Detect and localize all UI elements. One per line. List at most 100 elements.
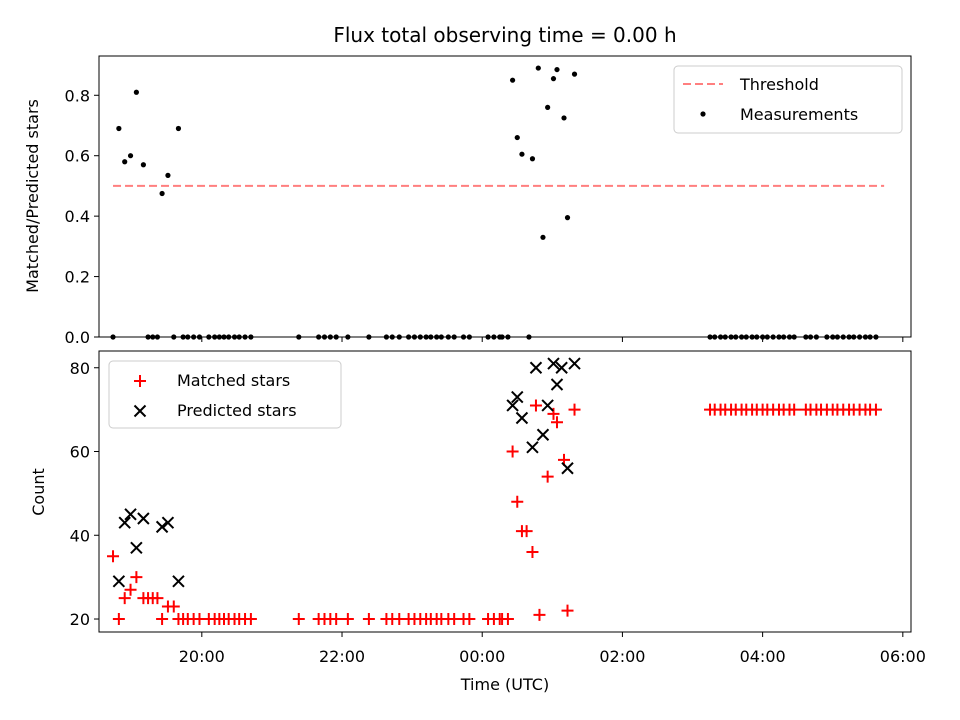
measurement-point	[159, 190, 165, 197]
bottom-legend-box	[108, 360, 342, 429]
bottom-legend: Matched stars Predicted stars	[108, 360, 342, 429]
predicted-point	[172, 575, 185, 588]
matched-point	[341, 613, 354, 626]
legend-matched-label: Matched stars	[177, 371, 290, 390]
top-ytick-label: 0.6	[65, 147, 90, 166]
matched-point	[533, 608, 546, 621]
legend-predicted-label: Predicted stars	[177, 401, 297, 420]
matched-point	[118, 592, 131, 605]
measurement-point	[122, 159, 128, 165]
top-ylabel: Matched/Predicted stars	[23, 99, 42, 293]
xtick-label: 06:00	[880, 647, 926, 666]
matched-point	[541, 470, 554, 483]
top-legend: Threshold Measurements	[673, 65, 903, 134]
top-ytick-label: 0.2	[65, 268, 90, 287]
top-ytick-label: 0.0	[65, 328, 90, 347]
matched-point	[156, 613, 169, 626]
measurement-point	[535, 65, 541, 71]
bottom-ylabel: Count	[29, 468, 48, 516]
matched-point	[869, 403, 882, 416]
measurement-point	[561, 115, 567, 121]
matched-point	[511, 495, 524, 508]
measurement-point	[116, 125, 122, 132]
top-ytick-label: 0.4	[65, 207, 90, 226]
legend-threshold-label: Threshold	[739, 75, 819, 94]
legend-measurements-label: Measurements	[740, 105, 858, 124]
predicted-point	[547, 357, 560, 370]
bottom-ytick-label: 80	[70, 359, 90, 378]
predicted-point	[118, 516, 131, 529]
predicted-point	[536, 428, 550, 441]
measurement-point	[564, 215, 571, 221]
matched-point	[124, 583, 137, 596]
xtick-label: 02:00	[599, 647, 645, 666]
matched-point	[526, 546, 539, 559]
top-legend-box	[673, 65, 903, 134]
measurement-point	[545, 104, 551, 110]
legend-measurements-swatch	[700, 111, 706, 117]
xtick-label: 00:00	[459, 647, 505, 666]
xlabel: Time (UTC)	[460, 675, 549, 694]
bottom-panel: 20 40 60 80 20:00 22:00 00:00 02:00 04:00 06:00 Ma…	[70, 350, 926, 666]
matched-point	[506, 445, 519, 458]
matched-point	[130, 571, 143, 584]
bottom-ytick-label: 60	[70, 443, 90, 462]
bottom-ytick-label: 20	[70, 610, 90, 629]
matched-point	[788, 403, 801, 416]
predicted-point	[155, 520, 169, 534]
predicted-point	[561, 462, 574, 475]
measurement-point	[550, 76, 557, 82]
legend-predicted-swatch	[133, 404, 147, 418]
matched-point	[561, 604, 574, 617]
matched-point	[330, 613, 343, 626]
predicted-point	[555, 361, 568, 374]
measurement-point	[519, 151, 525, 157]
figure-title: Flux total observing time = 0.00 h	[333, 23, 676, 47]
predicted-point	[568, 357, 581, 370]
top-panel: 0.0 0.2 0.4 0.6 0.8 Threshold Measurements	[65, 55, 912, 347]
matched-point	[112, 613, 125, 626]
measurement-point	[127, 153, 134, 159]
measurement-point	[175, 125, 182, 132]
xtick-label: 20:00	[179, 647, 225, 666]
matched-point	[529, 399, 542, 412]
measurement-point	[571, 71, 578, 77]
predicted-point	[515, 411, 529, 425]
top-axes-frame	[98, 55, 912, 338]
matched-point	[501, 613, 514, 626]
predicted-point	[161, 516, 175, 529]
matched-point	[107, 550, 120, 563]
top-ytick-label: 0.8	[65, 86, 90, 105]
measurement-point	[140, 162, 146, 168]
predicted-point	[124, 508, 137, 521]
predicted-point	[137, 512, 150, 525]
predicted-point	[529, 361, 543, 374]
measurement-point	[554, 66, 560, 73]
bottom-axes-frame	[98, 350, 912, 633]
predicted-point	[511, 390, 524, 404]
matched-point	[292, 613, 305, 626]
measurement-point	[529, 156, 536, 162]
predicted-point	[506, 399, 519, 412]
measurement-point	[133, 89, 139, 95]
measurement-point	[540, 234, 546, 240]
bottom-ytick-label: 40	[70, 526, 90, 545]
matched-point	[520, 525, 533, 538]
matched-point	[244, 613, 257, 626]
xtick-label: 22:00	[319, 647, 365, 666]
measurement-point	[165, 172, 171, 178]
matched-point	[362, 613, 375, 626]
legend-matched-swatch	[134, 375, 146, 387]
matched-point	[151, 592, 164, 605]
predicted-point	[541, 399, 554, 412]
matched-point	[463, 613, 476, 626]
predicted-point	[130, 541, 143, 555]
xtick-label: 04:00	[740, 647, 786, 666]
measurement-point	[509, 77, 516, 83]
predicted-point	[526, 441, 539, 454]
predicted-point	[550, 378, 564, 391]
measurement-point	[514, 134, 520, 141]
matched-point	[568, 403, 581, 416]
matched-point	[547, 407, 560, 420]
